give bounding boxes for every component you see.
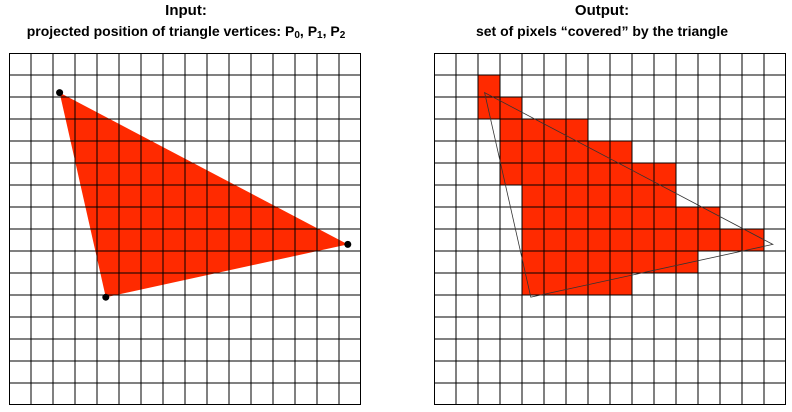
covered-pixel (610, 229, 632, 251)
vertex-dot-p2 (344, 240, 352, 248)
covered-pixel (522, 273, 544, 295)
covered-pixel (588, 163, 610, 185)
vertex-label-p1: P1 (307, 23, 323, 41)
covered-pixel (632, 229, 654, 251)
covered-pixel (698, 229, 720, 251)
output-subheading: set of pixels “covered” by the triangle (475, 23, 729, 39)
covered-pixel (478, 75, 500, 97)
covered-pixel (610, 251, 632, 273)
covered-pixel (654, 251, 676, 273)
covered-pixel (610, 141, 632, 163)
covered-pixel (522, 163, 544, 185)
covered-pixel (632, 163, 654, 185)
covered-pixel (544, 185, 566, 207)
covered-pixel (654, 163, 676, 185)
covered-pixel (588, 141, 610, 163)
covered-pixel (588, 229, 610, 251)
covered-pixel (632, 251, 654, 273)
vertex-dot-p1 (102, 293, 110, 301)
vertex-dot-p0 (56, 89, 64, 97)
covered-pixel (632, 185, 654, 207)
covered-pixel (522, 207, 544, 229)
covered-pixel (632, 207, 654, 229)
covered-pixel (544, 251, 566, 273)
covered-pixel (610, 273, 632, 295)
covered-pixel (500, 119, 522, 141)
covered-pixel (544, 163, 566, 185)
covered-pixel (566, 163, 588, 185)
covered-pixel (588, 273, 610, 295)
covered-pixel (610, 207, 632, 229)
covered-pixel (588, 185, 610, 207)
covered-pixel (676, 251, 698, 273)
covered-pixel (544, 229, 566, 251)
covered-pixel (566, 185, 588, 207)
covered-pixel (698, 207, 720, 229)
covered-pixel (566, 207, 588, 229)
output-grid (434, 53, 786, 405)
covered-pixel (566, 119, 588, 141)
input-heading: Input: (165, 2, 207, 19)
covered-pixel (610, 163, 632, 185)
covered-pixel (654, 229, 676, 251)
covered-pixel (522, 251, 544, 273)
covered-pixel (544, 273, 566, 295)
covered-pixel (522, 229, 544, 251)
vertex-label-p0: P0 (285, 23, 300, 41)
covered-pixel (676, 229, 698, 251)
covered-pixel (522, 185, 544, 207)
covered-pixel (566, 251, 588, 273)
covered-pixel (500, 97, 522, 119)
covered-pixel (676, 207, 698, 229)
covered-pixel (654, 185, 676, 207)
covered-pixel (544, 207, 566, 229)
covered-pixel (720, 229, 742, 251)
covered-pixel (742, 229, 764, 251)
input-grid (9, 53, 361, 405)
covered-pixel (478, 97, 500, 119)
triangle-outline (484, 91, 774, 298)
input-subheading-text: projected position of triangle vertices: (26, 23, 285, 39)
covered-pixel (522, 119, 544, 141)
covered-pixel (500, 141, 522, 163)
covered-pixel (654, 207, 676, 229)
covered-pixel (588, 251, 610, 273)
covered-pixel (610, 185, 632, 207)
triangle-filled (59, 92, 348, 298)
covered-pixel (566, 229, 588, 251)
covered-pixel (544, 141, 566, 163)
output-heading: Output: (574, 2, 630, 19)
covered-pixel (522, 141, 544, 163)
input-subheading: projected position of triangle vertices:… (26, 23, 346, 41)
covered-pixel (588, 207, 610, 229)
covered-pixel (566, 273, 588, 295)
vertex-label-p2: P2 (330, 23, 346, 41)
covered-pixel (566, 141, 588, 163)
covered-pixel (500, 163, 522, 185)
